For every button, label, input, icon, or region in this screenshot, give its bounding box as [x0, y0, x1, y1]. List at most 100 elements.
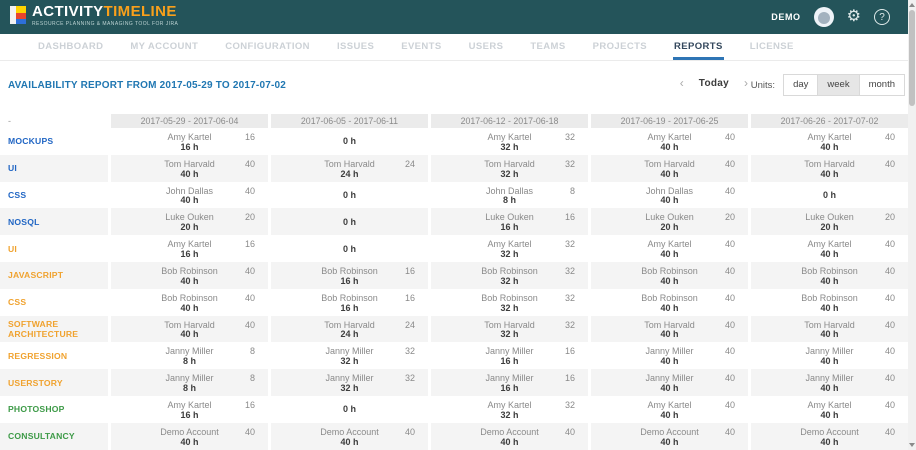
total-hours: 40 h	[660, 248, 679, 259]
row-label-javascript[interactable]: JAVASCRIPT	[0, 261, 108, 289]
availability-value: 40	[724, 373, 735, 384]
column-header: 2017-06-19 - 2017-06-25	[591, 114, 748, 128]
availability-cell: Demo Account 40 40 h	[431, 422, 588, 450]
tab-events[interactable]: EVENTS	[401, 41, 442, 52]
total-hours: 20 h	[820, 222, 839, 233]
row-label-software-architecture[interactable]: SOFTWARE ARCHITECTURE	[0, 315, 108, 343]
availability-cell: Janny Miller 8 8 h	[111, 342, 268, 369]
availability-value: 40	[564, 426, 575, 437]
next-period-chevron-icon[interactable]: ›	[744, 76, 748, 90]
availability-cell: Tom Harvald 40 40 h	[111, 154, 268, 182]
total-hours: 20 h	[180, 222, 199, 233]
assignee-name: Luke Ouken	[485, 212, 534, 223]
user-name-label: DEMO	[771, 12, 801, 22]
row-label-ui[interactable]: UI	[8, 243, 17, 254]
row-label-css[interactable]: CSS	[8, 189, 27, 200]
availability-value: 32	[564, 158, 575, 169]
scrollbar-thumb[interactable]	[909, 10, 915, 106]
row-label-photoshop[interactable]: PHOTOSHOP	[8, 404, 65, 415]
settings-gear-icon[interactable]: ⚙	[846, 8, 861, 25]
availability-value: 40	[724, 292, 735, 303]
availability-value: 16	[404, 292, 415, 303]
row-label-consultancy[interactable]: CONSULTANCY	[0, 422, 108, 450]
availability-value: 40	[724, 132, 735, 142]
availability-cell: Bob Robinson 40 40 h	[751, 289, 908, 316]
availability-cell: Bob Robinson 40 40 h	[751, 261, 908, 289]
total-hours: 40 h	[660, 195, 679, 206]
total-hours: 40 h	[340, 436, 359, 447]
row-label-nosql[interactable]: NOSQL	[0, 208, 108, 236]
availability-cell: John Dallas 8 8 h	[431, 182, 588, 209]
total-hours: 40 h	[500, 436, 519, 447]
tab-reports[interactable]: REPORTS	[673, 41, 724, 60]
user-avatar[interactable]	[813, 7, 834, 27]
total-hours: 0 h	[822, 189, 836, 200]
assignee-name: Janny Miller	[645, 373, 694, 384]
availability-value: 40	[884, 426, 895, 437]
assignee-name: Bob Robinson	[641, 265, 698, 276]
scroll-down-arrow-icon[interactable]	[909, 443, 915, 447]
total-hours: 0 h	[342, 243, 356, 254]
tab-license[interactable]: LICENSE	[749, 41, 794, 52]
total-hours: 16 h	[500, 382, 519, 393]
help-icon[interactable]: ?	[874, 9, 890, 25]
scroll-up-arrow-icon[interactable]	[909, 3, 915, 7]
availability-cell: Demo Account 40 40 h	[751, 422, 908, 450]
assignee-name: Janny Miller	[325, 346, 374, 357]
assignee-name: Bob Robinson	[321, 265, 378, 276]
row-label-css[interactable]: CSS	[8, 297, 27, 308]
assignee-name: Tom Harvald	[644, 319, 695, 330]
availability-cell: Janny Miller 40 40 h	[591, 369, 748, 396]
tab-projects[interactable]: PROJECTS	[592, 41, 648, 52]
availability-value: 40	[724, 239, 735, 250]
total-hours: 40 h	[180, 275, 199, 286]
total-hours: 40 h	[660, 275, 679, 286]
assignee-name: Tom Harvald	[324, 158, 375, 169]
availability-value: 40	[244, 426, 255, 437]
total-hours: 40 h	[180, 302, 199, 313]
availability-cell: Luke Ouken 20 20 h	[111, 208, 268, 236]
column-header: 2017-06-05 - 2017-06-11	[271, 114, 428, 128]
availability-cell: Amy Kartel 16 16 h	[111, 128, 268, 155]
total-hours: 40 h	[820, 168, 839, 179]
today-button[interactable]: Today	[698, 77, 729, 89]
availability-cell: Amy Kartel 16 16 h	[111, 396, 268, 423]
availability-value: 40	[884, 346, 895, 357]
row-label-mockups[interactable]: MOCKUPS	[8, 136, 54, 147]
logo-icon	[10, 6, 26, 24]
tab-users[interactable]: USERS	[468, 41, 504, 52]
total-hours: 0 h	[342, 216, 356, 227]
unit-button-day[interactable]: day	[783, 74, 819, 96]
assignee-name: Amy Kartel	[807, 132, 852, 142]
unit-button-week[interactable]: week	[817, 74, 860, 96]
tab-configuration[interactable]: CONFIGURATION	[225, 41, 310, 52]
row-label-userstory[interactable]: USERSTORY	[0, 369, 108, 396]
assignee-name: Bob Robinson	[161, 265, 218, 276]
unit-button-month[interactable]: month	[858, 74, 905, 96]
assignee-name: Janny Miller	[805, 346, 854, 357]
total-hours: 40 h	[660, 382, 679, 393]
prev-period-chevron-icon[interactable]: ‹	[679, 76, 684, 90]
assignee-name: Tom Harvald	[804, 319, 855, 330]
assignee-name: Demo Account	[160, 426, 219, 437]
tab-dashboard[interactable]: DASHBOARD	[38, 41, 104, 52]
availability-cell: Janny Miller 8 8 h	[111, 369, 268, 396]
availability-cell: Amy Kartel 32 32 h	[431, 396, 588, 423]
total-hours: 40 h	[820, 141, 839, 152]
row-label-regression[interactable]: REGRESSION	[8, 350, 68, 361]
row-label-ui[interactable]: UI	[0, 154, 108, 182]
total-hours: 40 h	[820, 436, 839, 447]
total-hours: 32 h	[500, 302, 519, 313]
assignee-name: Demo Account	[480, 426, 539, 437]
availability-cell: Amy Kartel 40 40 h	[751, 235, 908, 262]
vertical-scrollbar[interactable]	[908, 0, 916, 450]
assignee-name: Janny Miller	[485, 373, 534, 384]
availability-value: 32	[564, 319, 575, 330]
assignee-name: Luke Ouken	[165, 212, 214, 223]
total-hours: 32 h	[500, 168, 519, 179]
tab-issues[interactable]: ISSUES	[336, 41, 375, 52]
assignee-name: Bob Robinson	[801, 292, 858, 303]
tab-my-account[interactable]: MY ACCOUNT	[130, 41, 199, 52]
availability-cell: 0 h	[271, 235, 428, 262]
tab-teams[interactable]: TEAMS	[530, 41, 566, 52]
